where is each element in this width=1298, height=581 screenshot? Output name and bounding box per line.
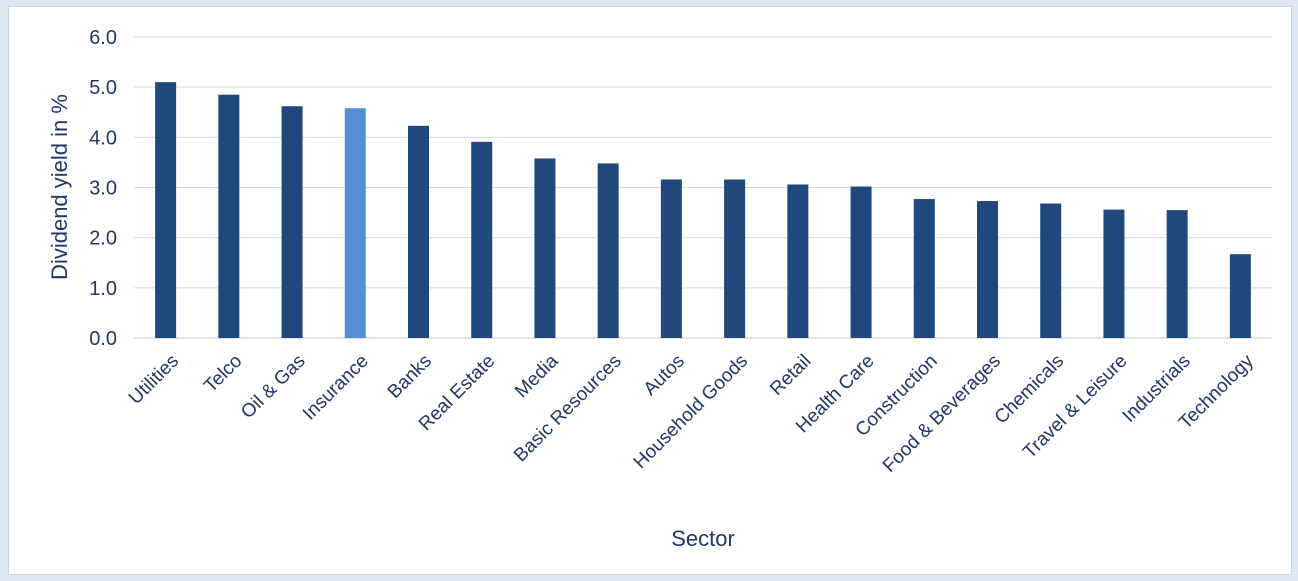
bar-real-estate bbox=[471, 141, 493, 338]
y-tick-label: 6.0 bbox=[89, 27, 117, 49]
bar-basic-resources bbox=[597, 163, 619, 338]
x-category-label: Food & Beverages bbox=[879, 351, 1005, 477]
x-category-label: Insurance bbox=[299, 351, 373, 425]
bar-chemicals bbox=[1040, 203, 1062, 338]
bar-utilities bbox=[155, 82, 177, 339]
x-category-label: Banks bbox=[384, 351, 436, 403]
x-category-label: Oil & Gas bbox=[237, 351, 309, 423]
bar-household-goods bbox=[724, 179, 746, 338]
bar-media bbox=[534, 158, 556, 338]
y-axis-title: Dividend yield in % bbox=[47, 94, 72, 280]
bar-banks bbox=[408, 125, 429, 338]
x-category-label: Household Goods bbox=[630, 351, 752, 473]
bar-telco bbox=[218, 94, 240, 338]
bar-travel-leisure bbox=[1103, 209, 1125, 338]
y-tick-label: 5.0 bbox=[89, 77, 117, 99]
x-category-label: Telco bbox=[200, 351, 246, 397]
gridlines bbox=[134, 36, 1272, 339]
y-axis-ticks: 0.0 1.0 2.0 3.0 4.0 5.0 6.0 bbox=[89, 27, 117, 350]
y-tick-label: 4.0 bbox=[89, 127, 117, 149]
bar-oil-gas bbox=[281, 106, 303, 338]
bar-retail bbox=[787, 184, 809, 338]
bar-technology bbox=[1229, 254, 1251, 338]
bar-autos bbox=[660, 179, 682, 338]
y-tick-label: 1.0 bbox=[89, 278, 117, 300]
x-axis-title: Sector bbox=[671, 526, 735, 551]
x-category-label: Media bbox=[511, 350, 563, 402]
x-category-label: Utilities bbox=[125, 351, 183, 409]
x-category-label: Basic Resources bbox=[510, 351, 626, 467]
bar-health-care bbox=[850, 186, 872, 338]
y-tick-label: 3.0 bbox=[89, 178, 117, 200]
bar-construction bbox=[913, 199, 935, 338]
bar-industrials bbox=[1166, 210, 1188, 338]
y-tick-label: 0.0 bbox=[89, 328, 117, 350]
bars bbox=[155, 82, 1251, 339]
bar-insurance bbox=[344, 108, 366, 338]
bar-food-beverages bbox=[977, 201, 998, 338]
y-tick-label: 2.0 bbox=[89, 228, 117, 250]
x-category-label: Autos bbox=[640, 351, 689, 400]
x-category-label: Retail bbox=[766, 351, 815, 400]
